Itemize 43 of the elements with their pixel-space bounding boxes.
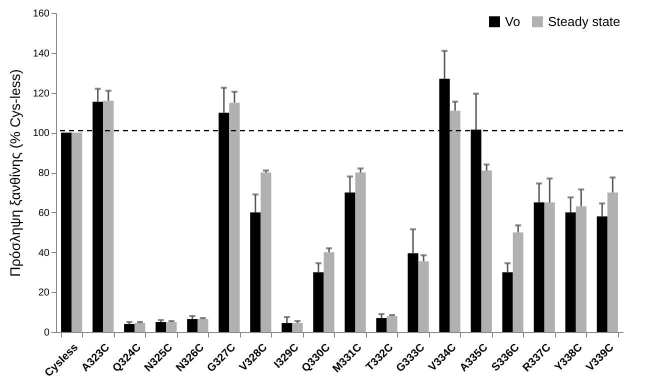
- y-tick-label: 0: [44, 328, 50, 338]
- bar: [124, 324, 135, 332]
- bar: [544, 202, 555, 332]
- bar: [450, 110, 460, 332]
- bar: [72, 132, 82, 332]
- bar: [313, 272, 324, 332]
- y-axis-title: Πρόσληψη ξανθίνης (% Cys-less): [6, 69, 23, 277]
- y-tick-label: 140: [32, 48, 50, 60]
- bar: [166, 322, 177, 332]
- bar: [408, 253, 418, 332]
- bar: [481, 170, 492, 332]
- bar: [344, 192, 356, 332]
- bar: [282, 323, 292, 332]
- bar: [292, 323, 303, 332]
- bar: [534, 202, 544, 332]
- y-tick-label: 60: [38, 208, 50, 219]
- bar: [187, 319, 198, 332]
- bar: [596, 216, 608, 332]
- y-tick-label: 80: [38, 168, 50, 179]
- y-tick-label: 100: [32, 128, 50, 140]
- bar: [156, 322, 166, 332]
- bar: [376, 318, 387, 332]
- bar: [260, 172, 272, 332]
- bar: [355, 172, 366, 332]
- bar: [198, 319, 208, 332]
- y-tick-label: 120: [32, 88, 50, 100]
- bar: [103, 100, 114, 332]
- bar: [229, 102, 240, 332]
- legend-label: Vo: [505, 14, 520, 29]
- bar: [502, 272, 513, 332]
- bar: [134, 323, 146, 332]
- bar: [607, 192, 618, 332]
- y-tick-label: 160: [32, 8, 50, 20]
- bar: [565, 212, 576, 332]
- bar: [418, 261, 429, 332]
- bar: [512, 232, 524, 332]
- bar: [386, 316, 398, 332]
- bar: [324, 252, 334, 332]
- bar: [250, 212, 261, 332]
- bar: [576, 206, 586, 332]
- legend-label: Steady state: [548, 14, 620, 29]
- y-tick-label: 40: [38, 248, 50, 259]
- y-tick-label: 20: [38, 288, 50, 299]
